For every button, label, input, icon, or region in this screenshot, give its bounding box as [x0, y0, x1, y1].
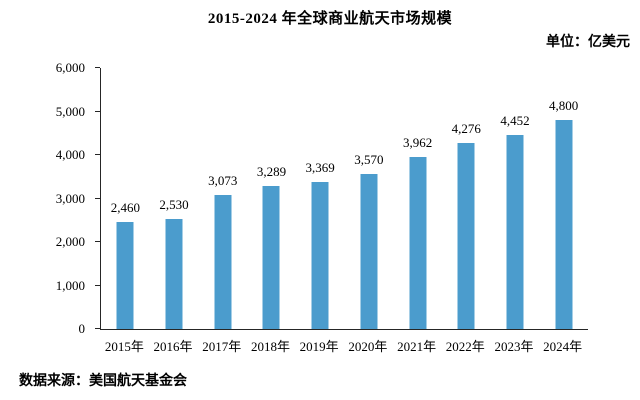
x-tick-label: 2021年 — [397, 339, 437, 354]
bar — [214, 195, 232, 329]
y-tick-label: 2,000 — [55, 234, 85, 249]
y-tick-mark — [95, 110, 100, 112]
y-tick-label: 0 — [78, 321, 86, 336]
bar-value-label: 3,369 — [305, 160, 335, 176]
bar-value-label: 4,276 — [451, 121, 481, 136]
bar-column: 2,460 — [101, 68, 150, 329]
x-tick-label: 2024年 — [543, 339, 583, 354]
bar-value-label: 4,800 — [549, 98, 579, 114]
bar — [555, 120, 573, 329]
bar-column: 3,962 — [393, 68, 442, 329]
bar-column: 4,800 — [539, 68, 588, 329]
bar-column: 3,570 — [345, 68, 394, 329]
y-axis: 0 1,000 2,000 3,000 4,000 5,000 6,000 — [0, 61, 85, 336]
y-tick-label: 6,000 — [55, 60, 85, 75]
x-tick-label: 2023年 — [494, 339, 534, 354]
bar — [409, 156, 427, 329]
plot-area: 2,460 2,530 3,073 3,289 3,369 3,570 3,962 4,276… — [95, 67, 588, 330]
x-tick-label: 2016年 — [153, 339, 193, 354]
bar-value-label: 3,289 — [256, 163, 287, 179]
x-tick-label: 2015年 — [104, 339, 144, 354]
bar-value-label: 3,570 — [354, 151, 384, 167]
unit-label: 单位：亿美元 — [546, 35, 630, 50]
y-tick-mark — [95, 197, 100, 199]
y-tick-label: 5,000 — [55, 103, 85, 119]
bar — [457, 143, 475, 329]
y-tick-mark — [95, 154, 100, 155]
bar-value-label: 3,962 — [402, 134, 433, 150]
bar — [262, 185, 280, 329]
bar-column: 4,276 — [442, 68, 491, 329]
bar-column: 3,289 — [247, 68, 296, 329]
y-tick-mark — [95, 241, 100, 242]
x-tick-label: 2020年 — [348, 339, 388, 354]
y-tick-mark — [95, 328, 100, 329]
bar-column: 3,369 — [296, 68, 345, 329]
bar-value-label: 3,073 — [208, 173, 238, 189]
y-tick-mark — [95, 284, 100, 286]
x-tick-label: 2017年 — [202, 339, 242, 354]
x-axis: 2015年 2016年 2017年 2018年 2019年 2020年 2021年 2022年… — [100, 336, 587, 355]
bar-value-label: 4,452 — [500, 113, 530, 129]
y-tick-label: 3,000 — [55, 190, 85, 206]
x-tick-label: 2018年 — [250, 339, 290, 354]
bar — [506, 135, 524, 329]
bar — [165, 218, 183, 329]
bar-column: 2,530 — [150, 68, 199, 329]
bar-value-label: 2,460 — [110, 200, 140, 215]
bar-column: 3,073 — [198, 68, 247, 329]
bar — [116, 222, 134, 329]
y-tick-mark — [95, 67, 100, 68]
bar-series: 2,460 2,530 3,073 3,289 3,369 3,570 3,962 4,276… — [101, 68, 588, 329]
bar — [360, 173, 378, 329]
x-tick-label: 2019年 — [299, 339, 339, 354]
y-tick-label: 4,000 — [55, 147, 85, 162]
bar — [311, 182, 329, 329]
bar-column: 4,452 — [491, 68, 540, 329]
y-tick-label: 1,000 — [55, 277, 85, 293]
chart-title: 2015-2024 年全球商业航天市场规模 — [207, 11, 453, 27]
source-note: 数据来源：美国航天基金会 — [19, 374, 187, 389]
bar-value-label: 2,530 — [159, 196, 189, 212]
x-tick-label: 2022年 — [445, 339, 485, 354]
